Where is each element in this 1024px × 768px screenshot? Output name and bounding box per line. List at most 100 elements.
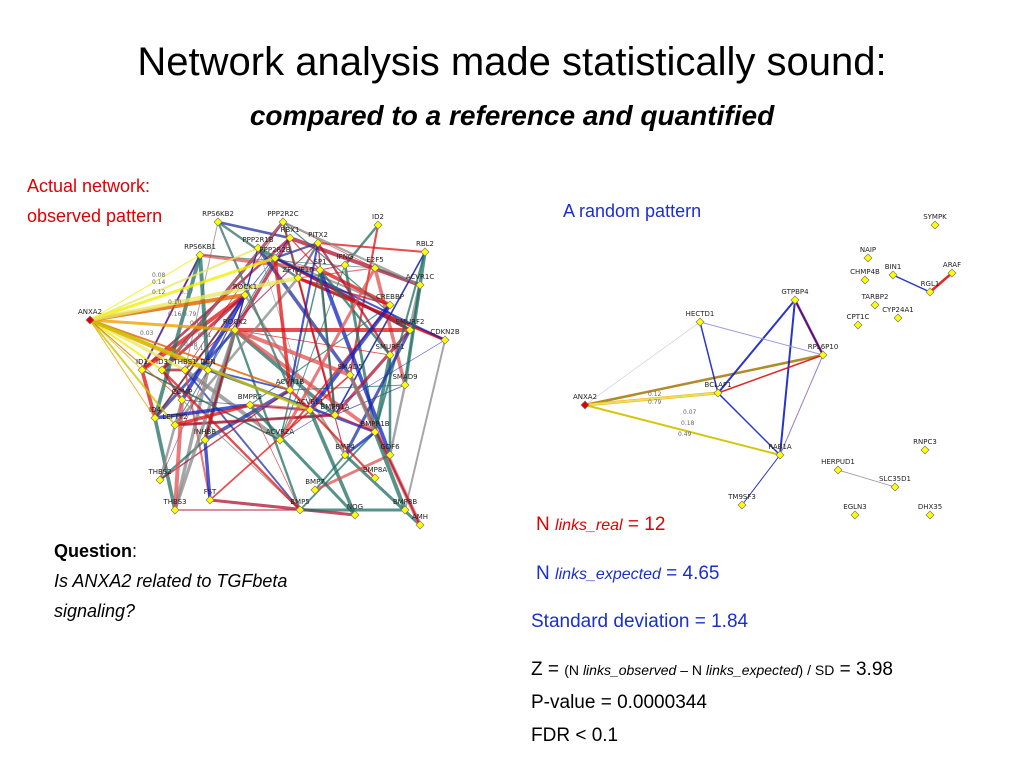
edge — [699, 321, 824, 356]
node — [155, 475, 165, 485]
edge — [140, 369, 157, 419]
node — [415, 280, 425, 290]
edge — [319, 268, 391, 307]
node-label: DCN — [200, 358, 216, 366]
edge — [404, 339, 446, 511]
node — [253, 243, 263, 253]
edge — [161, 221, 284, 371]
node — [293, 273, 303, 283]
edge — [334, 251, 426, 416]
edge — [319, 269, 391, 356]
edge — [183, 368, 282, 442]
edge — [308, 303, 392, 412]
node-label: EGLN3 — [843, 503, 866, 511]
edge — [153, 254, 202, 419]
nodes — [85, 217, 957, 530]
node — [818, 350, 828, 360]
node-label: NOG — [347, 503, 363, 511]
edge-label: 0.01 — [198, 332, 212, 339]
node-label: RAB1A — [768, 443, 792, 451]
edge — [89, 276, 299, 322]
term: links_expected — [705, 662, 799, 678]
node — [177, 395, 187, 405]
node — [285, 385, 295, 395]
edge-label: 0.49 — [678, 431, 692, 438]
edge — [89, 247, 259, 321]
edge — [209, 498, 356, 517]
edge — [373, 267, 407, 386]
edge-label: 0.12 — [648, 391, 662, 398]
node-label: PITX2 — [308, 231, 328, 239]
node-label: PPP2R2B — [259, 246, 290, 254]
edge — [217, 220, 291, 240]
edge-label: 0.12 — [152, 289, 166, 296]
edge — [249, 404, 301, 511]
term: links_real — [555, 517, 623, 534]
node-label: THBS1 — [172, 358, 196, 366]
node — [150, 413, 160, 423]
term: links_expected — [555, 566, 661, 583]
node — [400, 380, 410, 390]
edge — [89, 254, 201, 321]
edge-label: 0.12 — [194, 345, 208, 352]
edge — [198, 254, 210, 371]
edge — [314, 454, 346, 491]
node-label: DHX35 — [918, 503, 942, 511]
node-label: SMURF2 — [396, 318, 425, 326]
node-label: ACVR1B — [276, 378, 305, 386]
node — [340, 260, 350, 270]
node-label: BIN1 — [885, 263, 902, 271]
node — [930, 220, 940, 230]
edge — [717, 392, 781, 456]
edge-label: 0.79 — [183, 311, 197, 318]
edge — [373, 431, 407, 511]
caption: observed pattern — [27, 206, 163, 226]
edges — [89, 220, 953, 527]
node-label: CYP24A1 — [882, 306, 913, 314]
edge — [374, 251, 426, 433]
node-label: COMP — [172, 388, 193, 396]
edge — [174, 403, 251, 427]
node-label: GDF6 — [380, 443, 400, 451]
node-label: RNPC3 — [913, 438, 937, 446]
edge-label: 0.17 — [180, 289, 194, 296]
edge — [89, 319, 143, 371]
node — [580, 400, 590, 410]
edge-label: 0.19 — [190, 320, 204, 327]
node — [195, 250, 205, 260]
edge — [154, 403, 251, 420]
edge — [161, 369, 301, 511]
edge — [173, 399, 184, 511]
node-label: SMAD9 — [392, 373, 417, 381]
node-label: SMURF1 — [376, 343, 405, 351]
node-label: SMAD5 — [337, 363, 362, 371]
node-label: THBS3 — [162, 498, 186, 506]
edge-label: 0.18 — [681, 420, 695, 427]
node — [203, 365, 213, 375]
node — [295, 505, 305, 515]
edge — [153, 329, 237, 419]
node — [310, 485, 320, 495]
node — [920, 445, 930, 455]
stat-real: N links_real = 12 — [536, 514, 665, 536]
node-label: ANXA2 — [573, 393, 597, 401]
edge — [89, 319, 156, 419]
node-label: PPP2R1B — [242, 236, 273, 244]
node — [870, 300, 880, 310]
node — [315, 265, 325, 275]
edge-label: 0.38 — [184, 341, 198, 348]
node — [737, 500, 747, 510]
term: links_observed — [582, 662, 677, 678]
node — [137, 365, 147, 375]
node — [863, 253, 873, 263]
node — [370, 473, 380, 483]
edge — [154, 294, 246, 419]
node-label: RGL1 — [921, 280, 940, 288]
edge — [174, 413, 336, 427]
node-label: THBS2 — [147, 468, 171, 476]
edge — [274, 257, 446, 341]
node-label: BMP7 — [305, 478, 325, 486]
paren: ) / SD — [798, 662, 835, 678]
n: N — [536, 563, 550, 584]
edge-label: 0.10 — [168, 299, 182, 306]
